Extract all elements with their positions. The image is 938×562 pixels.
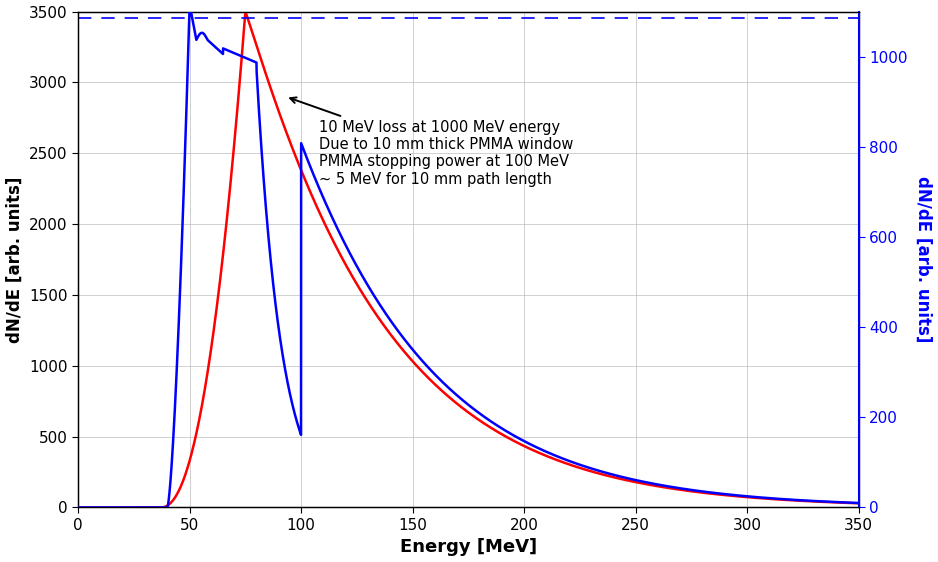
Y-axis label: dN/dE [arb. units]: dN/dE [arb. units]: [915, 176, 932, 343]
Text: 10 MeV loss at 1000 MeV energy
Due to 10 mm thick PMMA window
PMMA stopping powe: 10 MeV loss at 1000 MeV energy Due to 10…: [290, 97, 573, 187]
Y-axis label: dN/dE [arb. units]: dN/dE [arb. units]: [6, 176, 23, 343]
X-axis label: Energy [MeV]: Energy [MeV]: [400, 538, 537, 556]
